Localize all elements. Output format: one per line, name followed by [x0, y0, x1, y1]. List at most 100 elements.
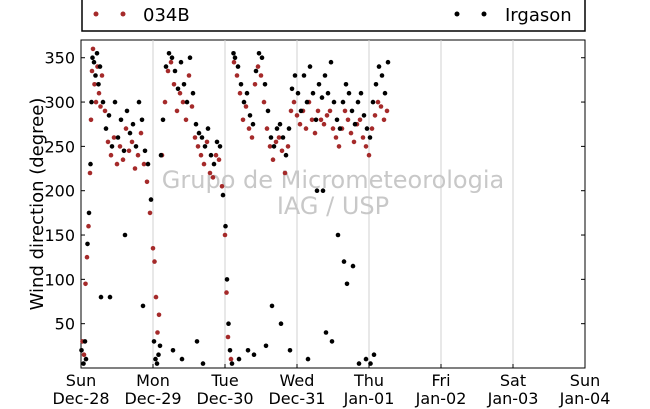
data-point-irgason — [361, 113, 367, 118]
data-point-034b — [99, 73, 105, 78]
x-tick-label-day: Fri — [431, 371, 450, 390]
data-point-034b — [138, 130, 144, 136]
data-point-034b — [285, 144, 291, 149]
data-point-irgason — [98, 294, 104, 300]
data-point-034b — [246, 126, 252, 131]
data-point-irgason — [81, 361, 86, 366]
data-point-irgason — [286, 126, 292, 131]
legend-entry-034b: 034B — [93, 5, 190, 26]
data-point-034b — [174, 108, 180, 114]
data-point-034b — [327, 108, 333, 114]
data-point-034b — [177, 90, 183, 96]
data-point-irgason — [382, 90, 388, 96]
data-point-034b — [363, 144, 369, 149]
data-point-irgason — [115, 135, 121, 140]
data-point-irgason — [278, 321, 284, 327]
data-point-irgason — [247, 113, 253, 118]
data-point-034b — [207, 170, 213, 176]
data-point-irgason — [100, 99, 106, 105]
data-point-irgason — [371, 352, 377, 358]
data-point-irgason — [96, 82, 101, 87]
data-point-irgason — [154, 361, 160, 366]
data-point-034b — [261, 99, 267, 105]
data-point-034b — [189, 104, 195, 109]
data-point-034b — [291, 99, 297, 105]
data-point-034b — [162, 99, 168, 105]
data-point-034b — [294, 113, 300, 118]
data-point-034b — [264, 126, 270, 131]
data-point-irgason — [190, 90, 196, 96]
data-point-irgason — [367, 135, 373, 140]
data-point-034b — [152, 259, 157, 264]
data-point-irgason — [169, 55, 175, 60]
data-point-034b — [89, 68, 95, 74]
data-point-034b — [342, 108, 348, 114]
data-point-034b — [240, 117, 246, 123]
data-point-irgason — [127, 130, 133, 136]
data-point-034b — [204, 139, 210, 145]
data-point-irgason — [140, 303, 146, 309]
data-point-irgason — [85, 241, 90, 247]
data-point-irgason — [370, 99, 376, 105]
data-point-034b — [210, 175, 216, 180]
scatter-points — [79, 46, 391, 366]
data-point-irgason — [280, 135, 286, 140]
x-tick-label-date: Jan-03 — [487, 389, 539, 408]
legend-entry-irgason: Irgason — [454, 5, 572, 26]
data-point-irgason — [83, 356, 89, 362]
data-point-034b — [192, 135, 198, 140]
data-point-irgason — [236, 356, 242, 362]
data-point-034b — [318, 117, 324, 123]
data-point-irgason — [335, 232, 341, 238]
data-point-irgason — [235, 64, 241, 69]
data-point-irgason — [208, 152, 214, 158]
data-point-irgason — [142, 148, 148, 154]
data-point-irgason — [385, 59, 391, 65]
y-tick-label: 350 — [44, 49, 75, 68]
data-point-034b — [222, 232, 228, 238]
data-point-irgason — [310, 90, 316, 96]
data-point-irgason — [158, 152, 164, 158]
data-point-034b — [155, 330, 160, 335]
data-point-irgason — [200, 361, 206, 366]
y-axis-title: Wind direction (degree) — [27, 98, 48, 311]
legend-marker-034b — [93, 11, 99, 17]
data-point-034b — [81, 352, 87, 358]
data-point-034b — [153, 294, 159, 300]
data-point-034b — [267, 144, 273, 149]
data-point-irgason — [227, 348, 233, 353]
data-point-irgason — [202, 144, 208, 149]
data-point-irgason — [256, 51, 262, 56]
data-point-034b — [105, 139, 111, 145]
legend-marker-irgason-2 — [481, 11, 487, 17]
data-point-irgason — [340, 99, 346, 105]
data-point-irgason — [112, 99, 118, 105]
data-point-irgason — [139, 117, 145, 123]
data-point-034b — [360, 135, 366, 140]
data-point-irgason — [163, 64, 169, 69]
data-point-034b — [224, 290, 229, 295]
data-point-irgason — [179, 356, 185, 362]
y-tick-label: 100 — [44, 270, 75, 289]
data-point-irgason — [287, 348, 293, 353]
data-point-034b — [132, 166, 138, 171]
data-point-034b — [88, 117, 94, 123]
data-point-irgason — [259, 55, 265, 60]
data-point-irgason — [166, 51, 172, 56]
data-point-irgason — [245, 348, 251, 353]
data-point-034b — [102, 108, 108, 114]
data-point-034b — [297, 121, 303, 127]
data-point-irgason — [121, 148, 127, 154]
y-tick-label: 200 — [44, 182, 75, 201]
data-point-irgason — [106, 113, 112, 118]
data-point-irgason — [224, 277, 230, 282]
data-point-irgason — [220, 192, 226, 198]
data-point-irgason — [352, 121, 358, 127]
data-point-034b — [186, 73, 192, 78]
data-point-irgason — [107, 294, 113, 300]
data-point-034b — [135, 152, 141, 158]
data-point-irgason — [334, 117, 340, 123]
data-point-irgason — [93, 73, 98, 78]
data-point-irgason — [298, 108, 304, 114]
data-point-irgason — [187, 55, 193, 60]
